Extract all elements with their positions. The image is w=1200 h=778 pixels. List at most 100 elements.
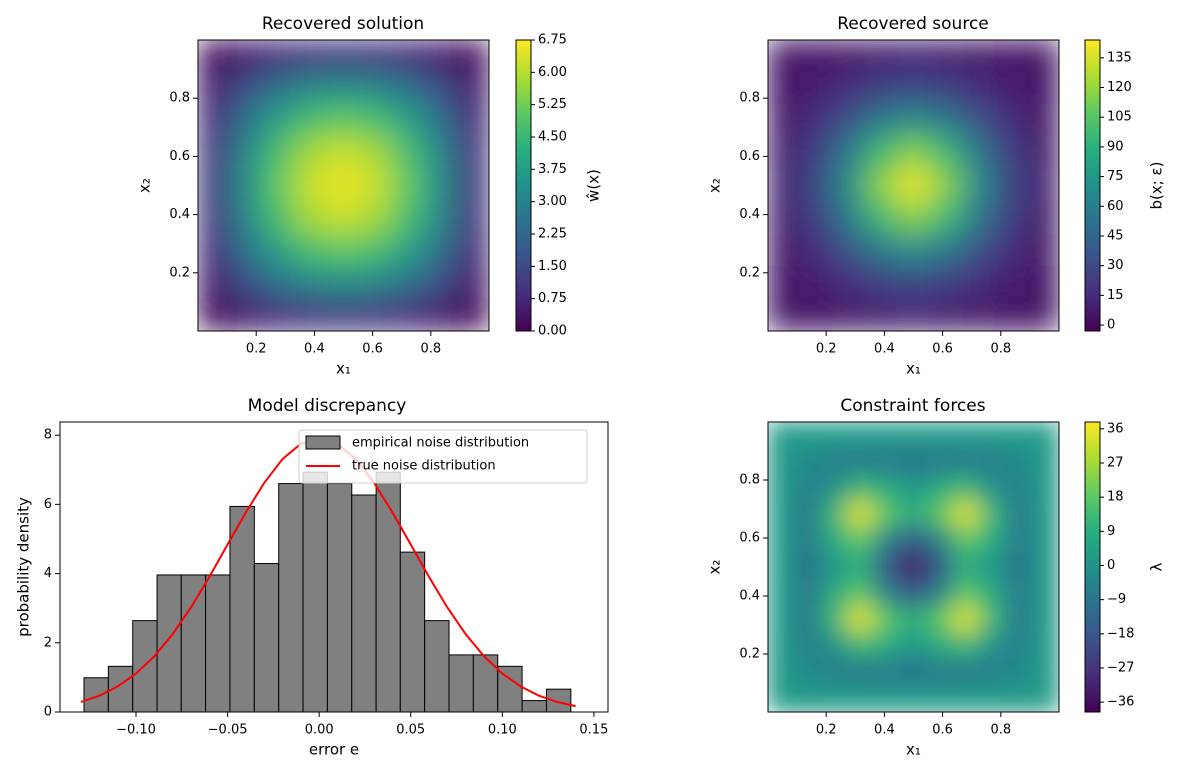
- histogram-bar: [205, 574, 231, 712]
- heatmap-cell: [456, 265, 489, 300]
- heatmap-cell: [262, 71, 296, 106]
- heatmap-cell: [359, 201, 393, 235]
- heatmap-cell: [952, 632, 981, 660]
- heatmap-cell: [929, 104, 963, 138]
- heatmap-cell: [793, 685, 822, 712]
- heatmap-cell: [768, 298, 801, 331]
- heatmap-cell: [768, 606, 795, 634]
- heatmap-cell: [864, 298, 898, 331]
- histogram-bar: [83, 677, 109, 712]
- heatmap-cell: [846, 632, 875, 660]
- axes-frame: [767, 39, 1060, 332]
- heatmap-cell: [846, 447, 875, 476]
- y-tick-label: 0.4: [739, 589, 760, 604]
- colorbar-tick-label: 0.00: [538, 324, 567, 339]
- heatmap-cell: [1026, 136, 1059, 170]
- heatmap-cell: [873, 685, 901, 712]
- heatmap-cell: [896, 265, 931, 300]
- x-tick-label: 0.4: [304, 342, 325, 357]
- heatmap-cell: [899, 526, 928, 555]
- axes-frame: [59, 421, 609, 713]
- heatmap-cell: [820, 526, 848, 555]
- heatmap-cell: [1005, 447, 1034, 476]
- heatmap-cell: [326, 201, 361, 235]
- heatmap-cell: [359, 40, 393, 73]
- heatmap-cell: [456, 40, 489, 73]
- heatmap-cell: [456, 233, 489, 267]
- colorbar: [515, 39, 532, 332]
- heatmap-cell: [456, 201, 489, 235]
- heatmap-cell: [1005, 606, 1034, 634]
- colorbar-tick-label: 6.00: [538, 65, 567, 80]
- histogram-bar: [180, 574, 207, 712]
- heatmap-cells: [198, 40, 489, 331]
- x-tick-label: 0.2: [816, 723, 837, 738]
- heatmap-cell: [993, 104, 1028, 138]
- histogram-bar: [156, 574, 182, 712]
- heatmap-cell: [952, 500, 981, 528]
- heatmap: [198, 40, 489, 331]
- legend-label: true noise distribution: [352, 459, 496, 474]
- heatmap-cell: [952, 553, 981, 581]
- heatmap: [768, 422, 1059, 712]
- heatmap-cell: [1026, 201, 1059, 235]
- heatmap-cell: [896, 201, 931, 235]
- heatmap-cell: [820, 685, 848, 712]
- heatmap-cell: [979, 526, 1007, 555]
- y-tick-label: 4: [44, 566, 52, 581]
- heatmap-cell: [979, 606, 1007, 634]
- heatmap-cell: [229, 104, 264, 138]
- heatmap-cell: [993, 71, 1028, 106]
- heatmap-cell: [864, 265, 898, 300]
- heatmap-cell: [820, 553, 848, 581]
- heatmap-cell: [926, 579, 954, 608]
- histogram-bar: [399, 551, 426, 712]
- colorbar-tick-label: 3.00: [538, 194, 567, 209]
- heatmap-cell: [873, 447, 901, 476]
- heatmap-cell: [993, 136, 1028, 170]
- heatmap-cell: [768, 233, 801, 267]
- heatmap-cell: [423, 168, 458, 203]
- y-tick-label: 0.6: [739, 149, 760, 164]
- heatmap-cell: [961, 40, 995, 73]
- heatmap-cell: [899, 658, 928, 687]
- heatmap-cell: [768, 553, 795, 581]
- heatmap-cell: [793, 579, 822, 608]
- heatmap-cell: [926, 685, 954, 712]
- heatmap-cell: [952, 474, 981, 502]
- heatmap-cell: [456, 71, 489, 106]
- heatmap-cell: [952, 447, 981, 476]
- heatmap-cell: [1032, 526, 1059, 555]
- heatmap-cell: [832, 71, 866, 106]
- colorbar-tick-label: 18: [1107, 490, 1124, 505]
- legend-swatch: [305, 435, 341, 450]
- histogram-bar: [375, 471, 401, 712]
- heatmap-cell: [846, 500, 875, 528]
- heatmap-cell: [294, 104, 328, 138]
- heatmap-cell: [1026, 168, 1059, 203]
- histogram-bar: [229, 505, 255, 712]
- heatmap-cell: [961, 71, 995, 106]
- heatmap-cell: [359, 104, 393, 138]
- heatmap-cell: [961, 104, 995, 138]
- heatmap-cell: [864, 233, 898, 267]
- heatmap-cell: [326, 40, 361, 73]
- heatmap: [768, 40, 1059, 331]
- heatmap-cell: [952, 658, 981, 687]
- heatmap-cell: [799, 233, 834, 267]
- heatmap-cell: [793, 606, 822, 634]
- heatmap-cell: [820, 632, 848, 660]
- heatmap-cell: [229, 40, 264, 73]
- colorbar-tick-label: 30: [1107, 258, 1124, 273]
- colorbar-label: b(x; ε): [1148, 161, 1166, 209]
- heatmap-cell: [832, 298, 866, 331]
- heatmap-cell: [993, 201, 1028, 235]
- x-tick-label: −0.05: [208, 723, 248, 738]
- heatmap-cell: [1032, 658, 1059, 687]
- heatmap-cell: [873, 658, 901, 687]
- heatmap-cell: [979, 553, 1007, 581]
- x-tick-label: 0.6: [932, 723, 953, 738]
- y-tick-label: 0.8: [739, 91, 760, 106]
- legend-box: [298, 429, 588, 484]
